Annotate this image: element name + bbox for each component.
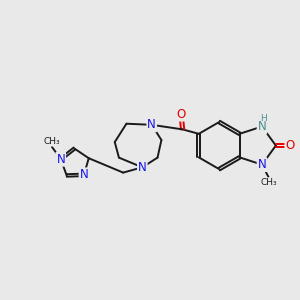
Text: N: N <box>258 158 266 171</box>
Text: N: N <box>258 120 266 133</box>
Text: O: O <box>176 108 186 121</box>
Text: CH₃: CH₃ <box>260 178 277 187</box>
Text: N: N <box>56 153 65 166</box>
Text: N: N <box>138 161 147 174</box>
Text: O: O <box>285 139 295 152</box>
Text: N: N <box>80 168 88 182</box>
Text: CH₃: CH₃ <box>44 137 60 146</box>
Text: N: N <box>147 118 156 131</box>
Text: H: H <box>261 114 267 123</box>
